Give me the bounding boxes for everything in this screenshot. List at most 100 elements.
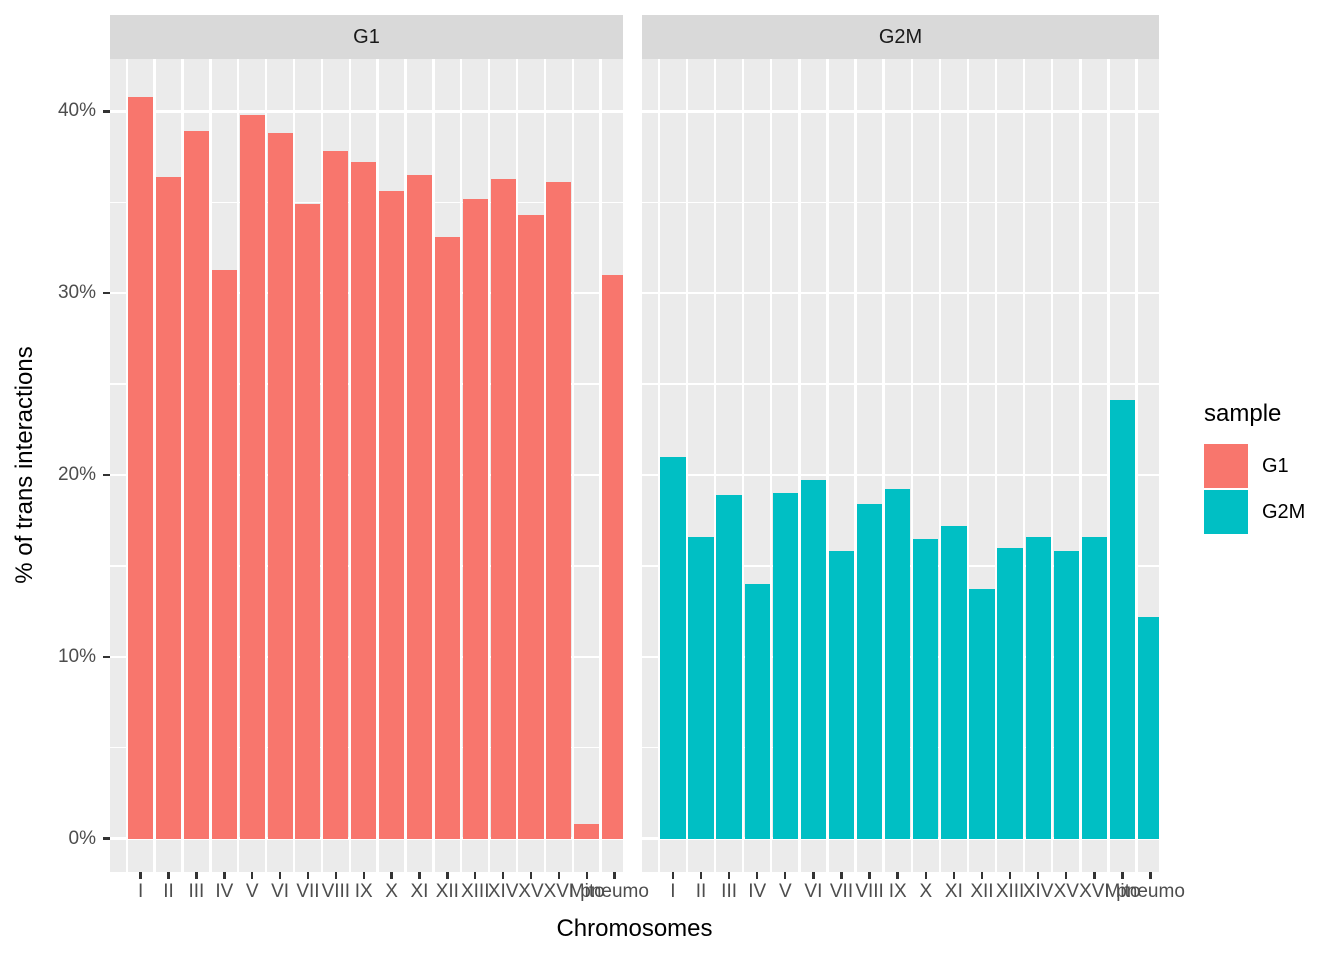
x-axis-tick — [250, 872, 254, 879]
x-axis-tick — [1093, 872, 1096, 879]
vertical-gridline — [487, 59, 491, 872]
bar-g2m-xiv — [1025, 536, 1051, 839]
bar-g2m-vii — [828, 551, 855, 839]
x-axis-tick — [418, 872, 421, 879]
vertical-gridline — [404, 59, 407, 872]
vertical-gridline — [432, 59, 435, 872]
major-gridline — [642, 473, 1159, 477]
vertical-gridline — [599, 59, 602, 872]
y-axis-tick — [103, 655, 110, 658]
x-axis-tick — [139, 872, 142, 879]
vertical-gridline — [938, 59, 942, 872]
vertical-gridline — [685, 59, 689, 872]
x-axis-tick-label: III — [188, 881, 205, 902]
bar-g2m-xii — [969, 589, 995, 839]
bar-g1-iv — [211, 269, 237, 839]
y-axis-tick-label: 40% — [57, 100, 96, 122]
bar-g1-i — [128, 96, 154, 839]
x-axis-tick-label: XI — [944, 881, 963, 902]
vertical-gridline — [515, 59, 519, 872]
facet-strip-label: G1 — [353, 25, 380, 48]
legend-key-swatch-g1 — [1204, 444, 1248, 488]
vertical-gridline — [571, 59, 574, 872]
vertical-gridline — [798, 59, 801, 872]
facet-strip-g2m: G2M — [642, 15, 1159, 59]
x-axis-tick-label: VII — [296, 881, 320, 902]
x-axis-tick — [1036, 872, 1040, 879]
x-axis-tick-label: Mito — [568, 881, 605, 902]
bar-g1-pneumo — [602, 274, 623, 839]
x-axis-tick-label: IV — [748, 881, 767, 902]
vertical-gridline — [320, 59, 324, 872]
bar-g2m-xiii — [997, 547, 1023, 839]
vertical-gridline — [713, 59, 717, 872]
vertical-gridline — [1051, 59, 1054, 872]
bar-g1-xiv — [490, 178, 516, 839]
x-axis-tick-label: XVI — [1079, 881, 1110, 902]
bar-g2m-iii — [716, 494, 742, 839]
x-axis-tick — [529, 872, 533, 879]
x-axis-tick-label: XIV — [1022, 881, 1054, 902]
x-axis-tick — [306, 872, 310, 879]
x-axis-tick-label: V — [778, 881, 792, 902]
x-axis-tick-label: I — [138, 881, 144, 902]
vertical-gridline — [209, 59, 212, 872]
x-axis-tick-label: XII — [435, 881, 459, 902]
major-gridline — [110, 110, 623, 113]
plot-panel-g1 — [110, 59, 623, 872]
bar-g2m-ix — [885, 489, 911, 839]
x-axis-tick-label: Mito — [1104, 881, 1141, 902]
bar-g1-iii — [183, 131, 209, 839]
vertical-gridline — [348, 59, 351, 872]
major-gridline — [642, 110, 1159, 113]
x-axis-tick — [1121, 872, 1124, 879]
x-axis-tick-label: XIV — [487, 881, 519, 902]
legend-entry-g1: G1 — [1204, 444, 1305, 488]
y-axis-tick-label: 30% — [57, 282, 96, 304]
x-axis-tick-label: VIII — [855, 881, 884, 902]
x-axis-tick — [446, 872, 449, 879]
vertical-gridline — [966, 59, 970, 872]
bar-g2m-xvi — [1081, 536, 1107, 839]
x-axis-tick-label: XV — [518, 881, 544, 902]
vertical-gridline — [1135, 59, 1138, 872]
x-axis-tick-label: II — [163, 881, 174, 902]
legend: sample G1 G2M — [1204, 400, 1305, 536]
y-axis-title: % of trans interactions — [11, 345, 38, 584]
x-axis-tick — [278, 872, 282, 879]
x-axis-tick-label: V — [245, 881, 259, 902]
x-axis-tick-label: pneumo — [580, 881, 649, 902]
x-axis-tick — [812, 872, 815, 879]
bar-g1-xiii — [462, 198, 488, 839]
bar-g2m-v — [772, 493, 798, 839]
x-axis-tick — [474, 872, 477, 879]
bar-g2m-x — [913, 538, 939, 839]
vertical-gridline — [237, 59, 240, 872]
vertical-gridline — [1107, 59, 1110, 872]
x-axis-tick-label: XII — [970, 881, 994, 902]
vertical-gridline — [292, 59, 296, 872]
x-axis-tick — [840, 872, 843, 879]
bar-g1-xvi — [546, 182, 572, 839]
x-axis-tick — [390, 872, 393, 879]
bar-g1-viii — [323, 151, 349, 839]
vertical-gridline — [125, 59, 128, 872]
bar-g1-ix — [351, 162, 377, 839]
vertical-gridline — [994, 59, 998, 872]
x-axis-tick-label: XIII — [995, 881, 1025, 902]
x-axis-title: Chromosomes — [556, 915, 713, 942]
vertical-gridline — [1079, 59, 1082, 872]
y-axis-tick-label: 10% — [57, 645, 96, 667]
x-axis-tick-label: VIII — [321, 881, 351, 902]
x-axis-tick — [557, 872, 561, 879]
y-axis-tick — [103, 837, 110, 840]
x-axis-tick — [671, 872, 675, 879]
bar-g2m-i — [660, 456, 686, 839]
x-axis-tick-label: IX — [888, 881, 907, 902]
bar-g2m-iv — [744, 584, 770, 839]
x-axis-tick-label: III — [721, 881, 738, 902]
x-axis-tick-label: I — [670, 881, 676, 902]
bar-g1-ii — [156, 176, 182, 839]
vertical-gridline — [657, 59, 661, 872]
x-axis-tick — [613, 872, 616, 879]
